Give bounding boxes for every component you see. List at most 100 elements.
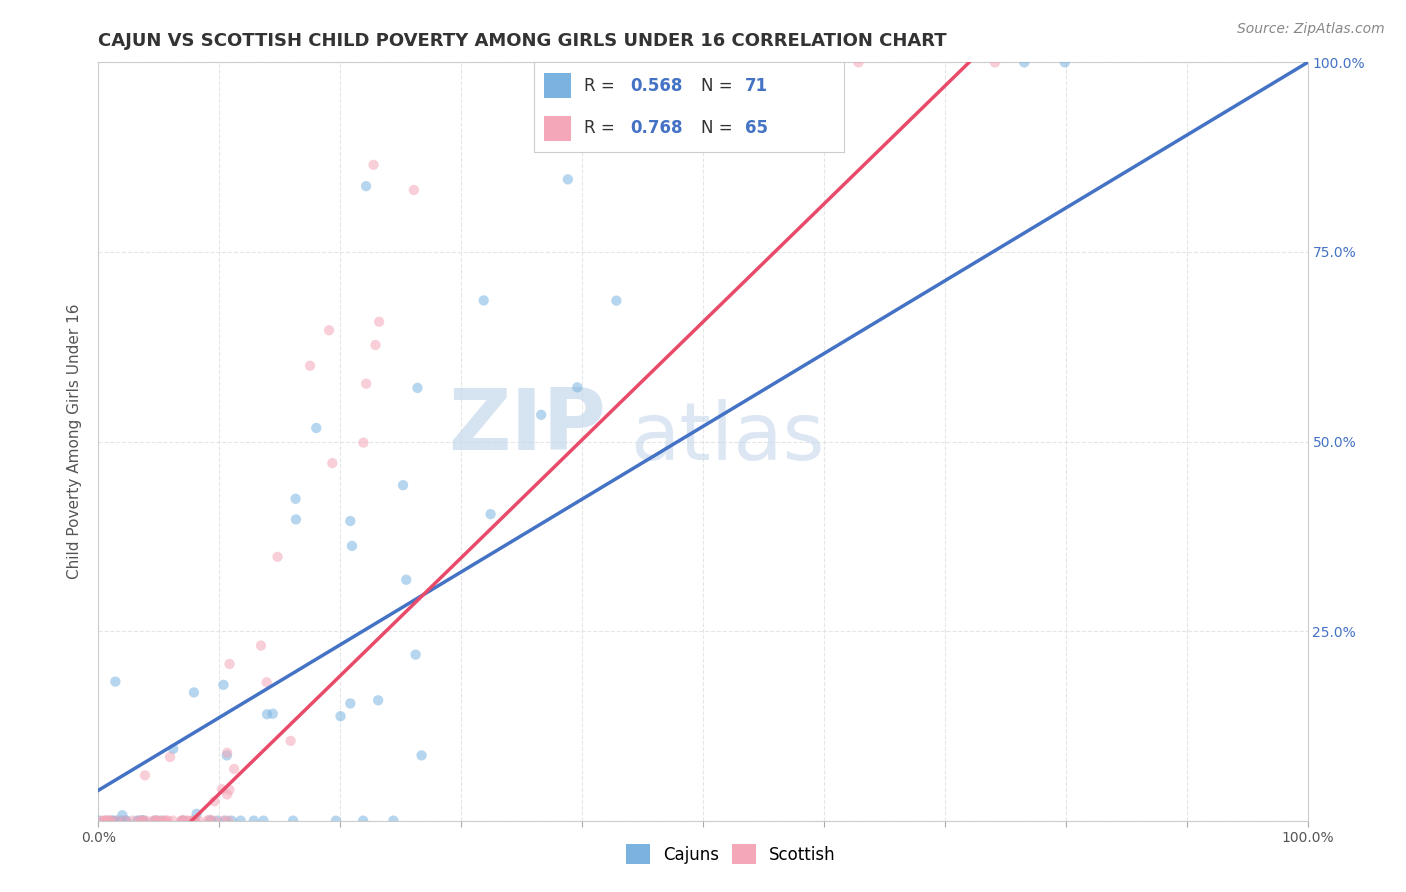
Point — [368, 315, 391, 329]
Point — [172, 814, 194, 828]
Point — [363, 158, 385, 172]
Point — [170, 814, 193, 828]
Text: 0.768: 0.768 — [630, 120, 683, 137]
Point — [96, 814, 118, 828]
Point — [472, 293, 495, 308]
Point — [824, 55, 846, 70]
Point — [683, 55, 706, 70]
Point — [132, 814, 155, 828]
Point — [186, 806, 208, 821]
Point — [325, 814, 347, 828]
Point — [215, 748, 238, 763]
Point — [256, 707, 278, 722]
Point — [111, 808, 134, 822]
Point — [367, 693, 389, 707]
Point — [98, 814, 121, 828]
Point — [135, 814, 157, 828]
Point — [1053, 55, 1076, 70]
Point — [352, 435, 374, 450]
Point — [152, 814, 174, 828]
Point — [395, 573, 418, 587]
Point — [172, 814, 194, 828]
Point — [162, 742, 184, 756]
Point — [339, 514, 361, 528]
Point — [754, 55, 776, 70]
Point — [605, 293, 627, 308]
Point — [1014, 55, 1036, 70]
Point — [636, 55, 658, 70]
Point — [392, 478, 415, 492]
Point — [183, 814, 205, 828]
Point — [132, 814, 155, 828]
Point — [329, 709, 352, 723]
Point — [202, 814, 225, 828]
Point — [114, 814, 136, 828]
Point — [640, 55, 662, 70]
Point — [815, 55, 838, 70]
Point — [94, 814, 117, 828]
Point — [340, 539, 363, 553]
Point — [221, 814, 243, 828]
Text: N =: N = — [702, 120, 738, 137]
Point — [90, 814, 112, 828]
Text: Source: ZipAtlas.com: Source: ZipAtlas.com — [1237, 22, 1385, 37]
Text: atlas: atlas — [630, 399, 825, 476]
Point — [984, 55, 1007, 70]
Point — [284, 491, 307, 506]
Point — [200, 814, 222, 828]
Point — [285, 512, 308, 526]
Point — [172, 814, 194, 828]
Point — [222, 762, 245, 776]
Point — [217, 788, 239, 802]
Point — [142, 814, 165, 828]
Point — [550, 55, 572, 70]
Point — [162, 814, 184, 828]
Point — [101, 814, 124, 828]
Point — [145, 814, 167, 828]
Text: ZIP: ZIP — [449, 384, 606, 468]
Point — [352, 814, 374, 828]
Point — [382, 814, 405, 828]
FancyBboxPatch shape — [544, 116, 571, 141]
FancyBboxPatch shape — [544, 73, 571, 98]
Point — [156, 814, 179, 828]
Point — [101, 814, 124, 828]
Point — [115, 814, 138, 828]
Point — [181, 814, 204, 828]
Point — [134, 768, 156, 782]
Point — [128, 814, 150, 828]
Text: R =: R = — [583, 120, 620, 137]
Point — [110, 814, 132, 828]
Text: CAJUN VS SCOTTISH CHILD POVERTY AMONG GIRLS UNDER 16 CORRELATION CHART: CAJUN VS SCOTTISH CHILD POVERTY AMONG GI… — [98, 32, 948, 50]
Text: N =: N = — [702, 77, 738, 95]
Point — [184, 814, 207, 828]
Point — [143, 814, 166, 828]
Point — [299, 359, 322, 373]
Point — [354, 376, 377, 391]
Point — [105, 814, 128, 828]
Point — [405, 648, 427, 662]
Point — [567, 380, 589, 394]
Point — [183, 685, 205, 699]
Point — [150, 814, 173, 828]
Point — [145, 814, 167, 828]
Point — [200, 814, 222, 828]
Point — [479, 507, 502, 521]
Point — [256, 675, 278, 690]
Point — [176, 814, 198, 828]
Point — [114, 814, 136, 828]
Text: R =: R = — [583, 77, 620, 95]
Point — [97, 814, 120, 828]
Point — [768, 55, 790, 70]
Point — [197, 814, 219, 828]
Y-axis label: Child Poverty Among Girls Under 16: Child Poverty Among Girls Under 16 — [67, 304, 83, 579]
Point — [218, 783, 240, 797]
Point — [155, 814, 177, 828]
Point — [318, 323, 340, 337]
Point — [530, 408, 553, 422]
Point — [212, 814, 235, 828]
Point — [129, 814, 152, 828]
Legend: Cajuns, Scottish: Cajuns, Scottish — [620, 838, 842, 871]
Point — [211, 782, 233, 797]
Point — [217, 746, 239, 760]
